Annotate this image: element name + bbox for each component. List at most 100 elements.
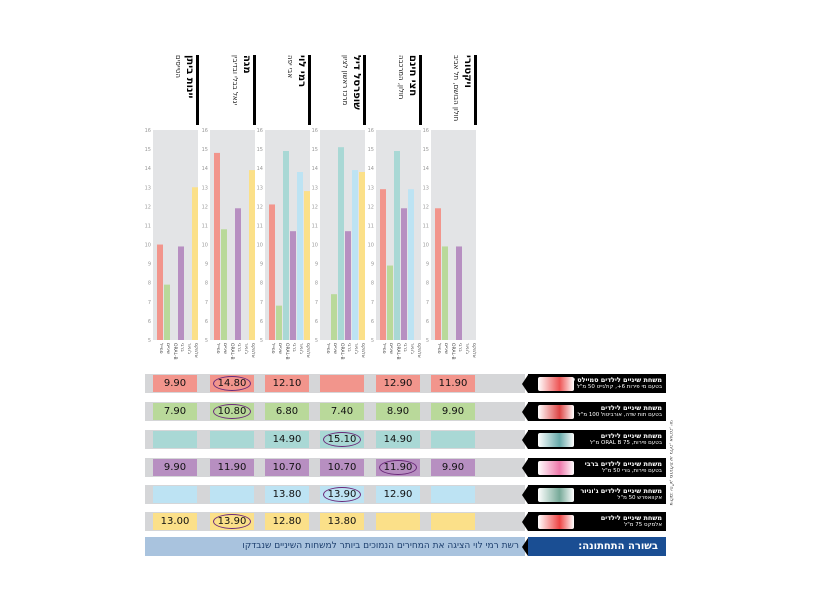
store-address: מרכז ראשון לציון <box>341 55 349 106</box>
y-tick-label: 10 <box>202 243 208 249</box>
store-heading: ויקטורי חולון הבושם, תל אביב <box>433 55 477 125</box>
product-thumbnail <box>538 377 574 391</box>
y-tick-label: 13 <box>423 185 429 191</box>
x-tick-label: שיניים <box>332 343 337 354</box>
store-address: אבי יפה <box>286 55 294 79</box>
price-cell <box>320 403 364 420</box>
x-tick-label: ORAL-B <box>172 343 178 360</box>
bar <box>456 246 462 340</box>
row-pointer <box>522 403 528 421</box>
price-label: 13.00 <box>160 516 190 527</box>
x-tick-label: שיניים <box>165 343 170 354</box>
lowest-price-ring <box>213 376 251 391</box>
row-pointer <box>522 375 528 393</box>
price-label: 8.90 <box>386 406 410 417</box>
store-heading: מגה יגאל בבלי ובדיבין <box>212 55 256 125</box>
x-tick-label: ברבי <box>457 343 462 352</box>
y-tick-label: 5 <box>315 338 318 344</box>
bar <box>304 191 310 340</box>
x-tick-label: סמייל <box>215 343 220 354</box>
heading-rule <box>308 55 311 125</box>
y-tick-label: 5 <box>205 338 208 344</box>
price-cell <box>376 403 420 420</box>
y-tick-label: 9 <box>205 262 208 268</box>
row-pointer <box>522 486 528 504</box>
y-tick-label: 12 <box>368 204 374 210</box>
y-tick-label: 5 <box>371 338 374 344</box>
y-tick-label: 16 <box>257 128 263 134</box>
price-cell <box>376 431 420 448</box>
y-tick-label: 7 <box>426 300 429 306</box>
x-tick-label: אלמקס <box>305 343 310 358</box>
price-cell <box>320 459 364 476</box>
y-tick-label: 9 <box>260 262 263 268</box>
y-tick-label: 16 <box>312 128 318 134</box>
price-cell <box>431 375 475 392</box>
y-tick-label: 12 <box>312 204 318 210</box>
y-tick-label: 13 <box>257 185 263 191</box>
heading-rule <box>474 55 477 125</box>
product-desc: בטעם תות שדה, אורביטול 100 מ"ל <box>577 412 662 418</box>
y-tick-label: 15 <box>202 147 208 153</box>
y-tick-label: 5 <box>260 338 263 344</box>
y-tick-label: 8 <box>315 281 318 287</box>
store-name: יינות ביתן <box>184 55 195 99</box>
bar <box>442 246 448 340</box>
x-tick-label: ORAL-B <box>395 343 401 360</box>
product-name: משחת שיניים לילדים <box>600 404 662 412</box>
price-cell <box>210 486 254 503</box>
bar <box>290 231 296 340</box>
y-tick-label: 15 <box>145 147 151 153</box>
price-cell <box>431 459 475 476</box>
y-tick-label: 9 <box>148 262 151 268</box>
y-tick-label: 9 <box>426 262 429 268</box>
price-cell <box>431 403 475 420</box>
price-label: 13.80 <box>272 489 302 500</box>
y-tick-label: 12 <box>257 204 263 210</box>
product-desc: אקוואפרש 50 מ"ל <box>617 495 662 501</box>
price-label: 14.90 <box>272 434 302 445</box>
y-tick-label: 13 <box>202 185 208 191</box>
x-tick-label: ג'וניור <box>298 343 304 354</box>
y-tick-label: 7 <box>205 300 208 306</box>
x-tick-label: ORAL-B <box>339 343 345 360</box>
y-tick-label: 10 <box>368 243 374 249</box>
price-label: 9.90 <box>441 462 465 473</box>
store-name: ויקטורי <box>462 55 473 88</box>
lowest-price-ring <box>379 460 417 475</box>
y-tick-label: 10 <box>145 243 151 249</box>
y-tick-label: 8 <box>371 281 374 287</box>
row-pointer <box>522 513 528 531</box>
price-cell <box>265 403 309 420</box>
product-desc: אלמקס 75 מ"ל <box>624 522 662 528</box>
x-tick-label: ORAL-B <box>284 343 290 360</box>
x-tick-label: ORAL-B <box>229 343 235 360</box>
summary-bar: רשת רמי לוי הציגה את המחירים הנמוכים ביו… <box>145 537 525 556</box>
product-name: משחת שיניים לילדים <box>600 432 662 440</box>
price-cell <box>153 513 197 530</box>
bar <box>331 294 337 340</box>
x-tick-label: סמייל <box>381 343 386 354</box>
summary-header: בשורה התחתונה: <box>528 537 666 556</box>
price-label: 11.90 <box>217 462 247 473</box>
price-label: 12.80 <box>272 516 302 527</box>
price-cell <box>320 375 364 392</box>
row-pointer <box>522 431 528 449</box>
price-label: 10.70 <box>272 462 302 473</box>
price-cell <box>431 486 475 503</box>
x-tick-label: אלמקס <box>250 343 255 358</box>
lowest-price-ring <box>323 432 361 447</box>
price-label: 7.40 <box>330 406 354 417</box>
bar <box>297 172 303 340</box>
bar <box>359 172 365 340</box>
store-heading: יינות ביתן הטייסים <box>155 55 199 125</box>
price-cell <box>320 513 364 530</box>
y-tick-label: 8 <box>148 281 151 287</box>
store-heading: חצי חינם חולון, המרכבה <box>378 55 422 125</box>
price-label: 9.90 <box>163 462 187 473</box>
y-tick-label: 11 <box>145 223 151 229</box>
price-cell <box>265 513 309 530</box>
x-tick-label: ברבי <box>179 343 184 352</box>
bar <box>214 152 220 340</box>
